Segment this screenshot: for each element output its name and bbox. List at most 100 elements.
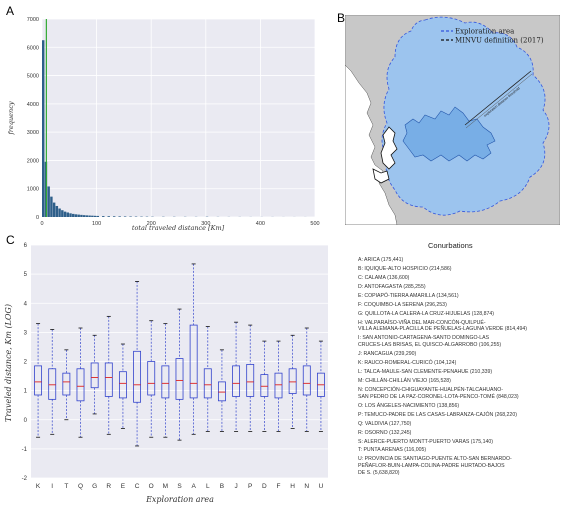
minvu-definition <box>380 126 398 170</box>
histogram-xtick: 500 <box>310 221 319 227</box>
boxplot-xtick: T <box>64 483 68 490</box>
histogram-ytick: 5000 <box>27 74 39 80</box>
histogram-bar <box>88 215 91 217</box>
conurbation-item: N: CONCEPCIÓN-CHIGUAYANTE-HUALPÉN-TALCAH… <box>358 386 519 400</box>
boxplot-box <box>161 365 170 399</box>
histogram-bar <box>85 215 89 217</box>
radius-line-inner <box>465 73 533 129</box>
histogram-bar <box>50 196 53 217</box>
boxplot-xtick: H <box>290 483 295 490</box>
histogram-xtick: 200 <box>147 221 156 227</box>
conurbation-item: D: ANTOFAGASTA (285,255) <box>358 283 426 290</box>
boxplot-xtick: E <box>121 483 126 490</box>
boxplot-xtick: C <box>135 483 140 490</box>
boxplot-box <box>48 368 57 400</box>
boxplot-xtick: N <box>304 483 309 490</box>
histogram-ytick: 6000 <box>27 45 39 51</box>
histogram-ytick: 0 <box>36 215 39 221</box>
histogram-ylabel: frequency <box>7 101 15 135</box>
conurbation-item: G: QUILLOTA-LA CALERA-LA CRUZ-HIJUELAS (… <box>358 310 494 317</box>
histogram-chart: 0 100 200 300 400 500 0 1000 2000 3000 4000 5000 60… <box>7 17 320 232</box>
boxplot-box <box>189 324 198 399</box>
boxplot-xtick: D <box>262 483 267 490</box>
boxplot-box <box>217 381 226 402</box>
conurbation-item: J: RANCAGUA (239,290) <box>358 351 417 358</box>
panel-b-label: B <box>337 11 346 25</box>
conurbation-item: I: SAN ANTONIO-CARTAGENA-SANTO DOMINGO-L… <box>358 335 502 349</box>
histogram-bar <box>47 186 50 217</box>
minvu-definition-south <box>372 168 390 184</box>
conurbation-item: P: TEMUCO-PADRE DE LAS CASAS-LABRANZA-CA… <box>358 411 517 418</box>
histogram-bar <box>66 212 69 217</box>
histogram-bar <box>72 213 75 217</box>
histogram-ytick: 1000 <box>27 187 39 193</box>
boxplot-box <box>118 371 127 399</box>
histogram-plot-area <box>42 19 315 217</box>
histogram-bar <box>80 214 83 217</box>
boxplot-box <box>104 362 113 397</box>
boxplot-box <box>288 368 297 394</box>
boxplot-ytick: 1 <box>24 389 28 395</box>
histogram-xtick: 300 <box>201 221 210 227</box>
legend-exploration-area: Exploration area <box>455 28 514 36</box>
histogram-ytick: 2000 <box>27 158 39 164</box>
histogram-bar <box>102 216 105 217</box>
conurbation-item: H: VALPARAÍSO-VIÑA DEL MAR-CONCÓN-QUILPU… <box>358 319 527 333</box>
boxplot-xtick: M <box>163 483 168 490</box>
boxplot-box <box>90 362 99 389</box>
boxplot-box <box>232 365 241 397</box>
histogram-bar <box>93 215 97 217</box>
boxplot-xtick: B <box>220 483 224 490</box>
boxplot-box <box>203 368 212 399</box>
histogram-ytick: 3000 <box>27 130 39 136</box>
boxplot-xtick: P <box>248 483 252 490</box>
histogram-bar <box>58 208 61 217</box>
boxplot-ytick: 2 <box>24 360 28 366</box>
histogram-bar <box>74 214 78 217</box>
conurbation-item: B: IQUIQUE-ALTO HOSPICIO (214,586) <box>358 265 452 272</box>
boxplot-xtick: A <box>191 483 196 490</box>
histogram-xtick: 0 <box>40 221 43 227</box>
histogram-bar <box>107 216 110 217</box>
conurbation-item: O: LOS ÁNGELES-NACIMIENTO (138,856) <box>358 402 460 409</box>
boxplot-xtick: U <box>319 483 324 490</box>
urban-area <box>402 106 496 162</box>
boxplot-box <box>246 364 255 397</box>
boxplot-ylabel: Traveled distance, Km (LOG) <box>4 304 13 422</box>
map-legend: Exploration area MINVU definition (2017) <box>441 28 544 45</box>
conurbations-title: Conurbations <box>428 241 473 250</box>
boxplot-xtick: Q <box>78 483 83 490</box>
boxplot-ytick: 3 <box>24 330 28 336</box>
histogram-bar <box>42 40 45 217</box>
boxplot-xtick: L <box>206 483 210 490</box>
panel-c-label: C <box>6 233 15 247</box>
conurbation-item: K: RAUCO-ROMERAL-CURICÓ (104,124) <box>358 360 457 367</box>
histogram-ytick: 7000 <box>27 17 39 23</box>
conurbation-item: Q: VALDIVIA (127,750) <box>358 420 412 427</box>
boxplot-xlabel: Exploration area <box>145 495 214 504</box>
boxplot-box <box>133 350 142 403</box>
boxplot-xtick: O <box>149 483 154 490</box>
boxplot-ytick: 0 <box>24 418 28 424</box>
boxplot-ytick: 5 <box>24 272 28 278</box>
exploration-map: exploration distance threshold Explorati… <box>345 15 560 225</box>
histogram-bar <box>55 205 59 217</box>
conurbation-item: A: ARICA (175,441) <box>358 257 404 263</box>
histogram-bar <box>118 216 121 217</box>
histogram-bar <box>123 216 127 217</box>
boxplot-box <box>147 361 156 396</box>
conurbation-item: S: ALERCE-PUERTO MONTT-PUERTO VARAS (175… <box>358 438 494 445</box>
boxplot-xtick: R <box>106 483 111 490</box>
histogram-xtick: 100 <box>92 221 101 227</box>
boxplot-ytick: 6 <box>24 243 28 249</box>
histogram-bar <box>82 215 86 217</box>
histogram-xlabel: total traveled distance [Km] <box>132 224 225 232</box>
boxplot-xtick: G <box>92 483 97 490</box>
boxplot-box <box>175 358 184 400</box>
histogram-bar <box>69 213 72 217</box>
conurbation-item: R: OSORNO (132,245) <box>358 429 412 436</box>
histogram-xtick: 400 <box>256 221 265 227</box>
histogram-bar <box>96 215 100 217</box>
boxplot-chart: K I T Q G R E C O M S A L B J P D F H N U -2 -1 0 1 2 3 4 5 6 Explor… <box>4 243 328 504</box>
boxplot-xtick: J <box>234 483 237 490</box>
